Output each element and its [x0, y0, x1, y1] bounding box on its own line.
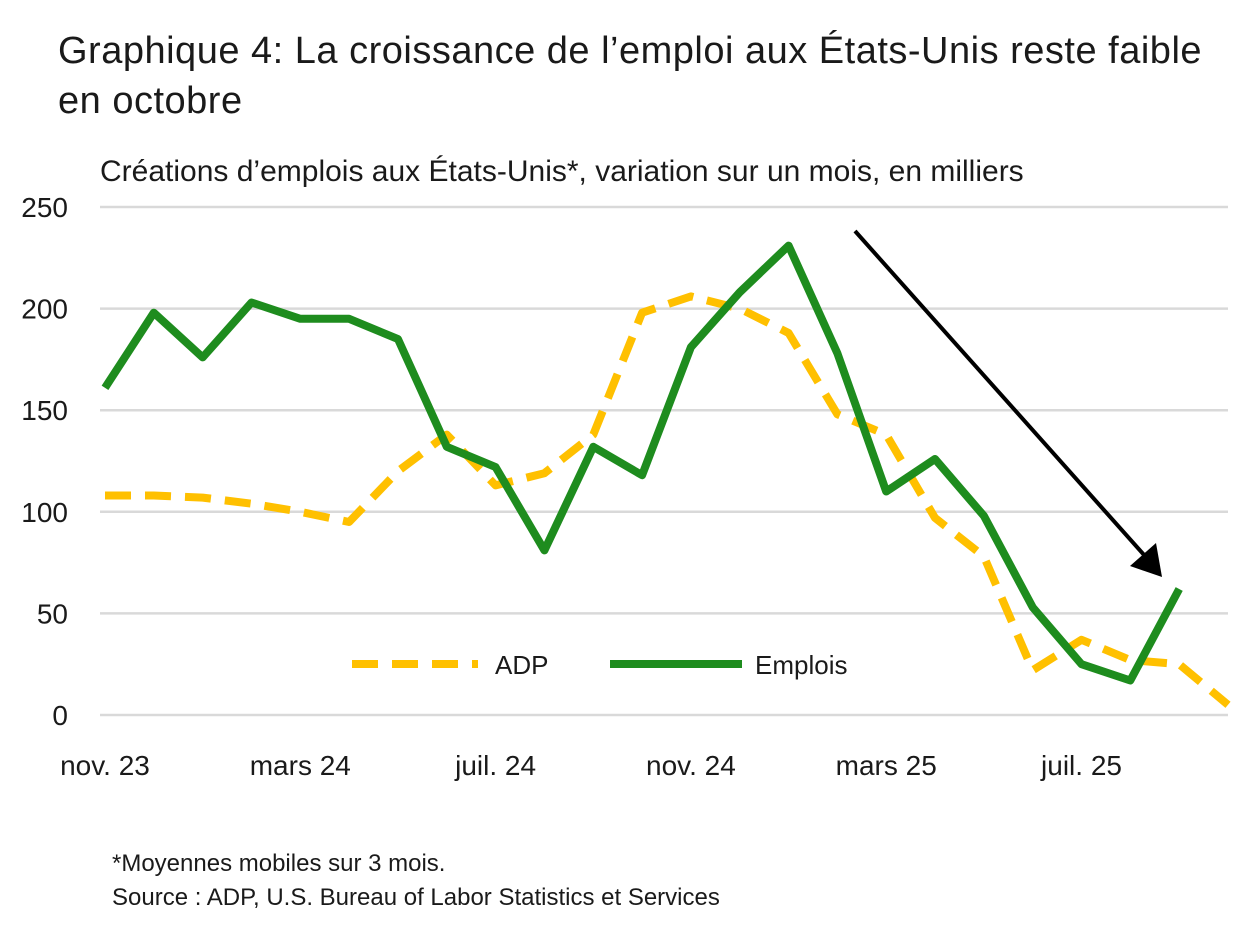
- x-tick-label: mars 24: [250, 750, 351, 781]
- arrow-head-icon: [1130, 543, 1162, 577]
- y-tick-label: 200: [21, 294, 68, 325]
- series-line-adp: [105, 292, 1231, 708]
- source-note: Source : ADP, U.S. Bureau of Labor Stati…: [112, 884, 720, 911]
- x-tick-label: juil. 24: [454, 750, 536, 781]
- legend-label-adp: ADP: [495, 650, 548, 680]
- chart-subtitle: Créations d’emplois aux États-Unis*, var…: [100, 155, 1024, 188]
- y-tick-label: 250: [21, 192, 68, 223]
- arrow-shaft: [853, 229, 1147, 558]
- x-tick-label: nov. 24: [646, 750, 736, 781]
- y-tick-label: 0: [52, 700, 68, 731]
- y-tick-label: 100: [21, 497, 68, 528]
- x-tick-label: mars 25: [836, 750, 937, 781]
- y-tick-label: 50: [37, 598, 68, 629]
- footnote: *Moyennes mobiles sur 3 mois.: [112, 850, 446, 877]
- trend-arrow: [853, 229, 1162, 577]
- y-tick-label: 150: [21, 395, 68, 426]
- legend-label-emplois: Emplois: [755, 650, 847, 680]
- chart-title: Graphique 4: La croissance de l’emploi a…: [58, 30, 1203, 122]
- legend: ADP Emplois: [352, 650, 847, 680]
- series-group: [101, 241, 1231, 708]
- x-tick-label: juil. 25: [1040, 750, 1122, 781]
- x-axis-ticks: nov. 23 mars 24 juil. 24 nov. 24 mars 25 juil…: [60, 750, 1122, 781]
- series-line-emplois: [101, 241, 1183, 685]
- x-tick-label: nov. 23: [60, 750, 150, 781]
- y-axis-ticks: 0 50 100 150 200 250: [21, 192, 68, 731]
